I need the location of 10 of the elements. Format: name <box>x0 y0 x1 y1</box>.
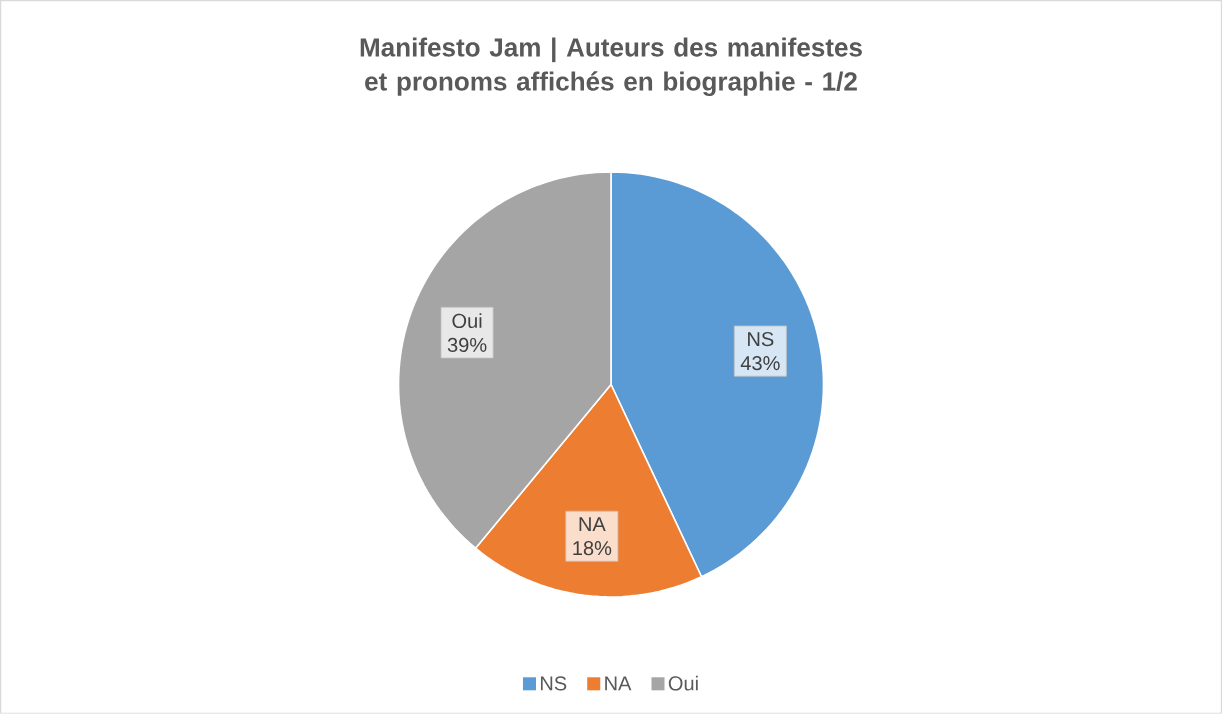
slice-label: Oui <box>452 313 482 329</box>
slice-label: NS <box>748 332 774 347</box>
slice-label: NA <box>579 517 606 532</box>
data-label: 18% <box>573 541 612 556</box>
chart-title: Manifesto Jam | Auteurs des manifestes et pronoms affichés en biographie - 1/2 <box>360 37 862 97</box>
legend-label: NA <box>605 676 632 691</box>
data-label: 39% <box>447 337 487 353</box>
data-label: 43% <box>740 356 780 371</box>
legend-label: Oui <box>668 675 698 691</box>
legend-label: NS <box>540 676 567 691</box>
